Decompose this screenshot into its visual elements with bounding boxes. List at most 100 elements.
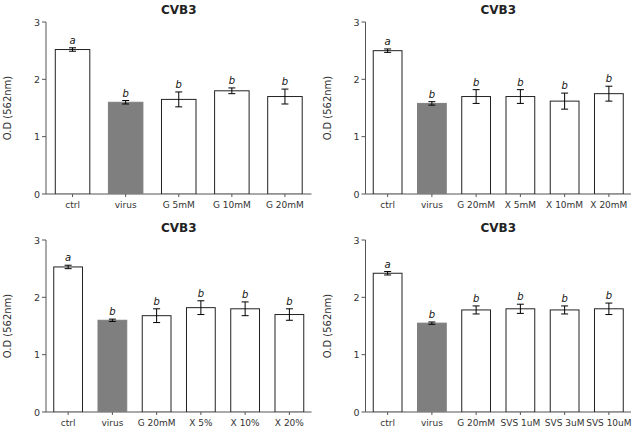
tick-label: SVS 3uM xyxy=(545,418,585,428)
tick-label: 0 xyxy=(353,189,359,200)
annotation: b xyxy=(473,77,479,88)
tick-label: X 5mM xyxy=(505,200,536,210)
bar xyxy=(231,309,260,412)
tick-label: X 20mM xyxy=(590,200,627,210)
tick xyxy=(72,194,73,197)
annotation: b xyxy=(606,73,612,84)
tick-label: 3 xyxy=(353,17,359,28)
x-axis xyxy=(366,412,632,413)
tick xyxy=(362,240,366,241)
subplot: CVB3O.D (562nm)0123actrlbvirusbG 5mMbG 1… xyxy=(2,3,312,210)
annotation: a xyxy=(65,252,71,263)
error-bar xyxy=(281,89,288,104)
tick xyxy=(362,136,366,137)
error-bar xyxy=(69,48,76,51)
annotation: b xyxy=(517,291,523,302)
tick-label: 0 xyxy=(34,407,40,418)
tick xyxy=(42,136,46,137)
tick-label: G 20mM xyxy=(266,200,304,210)
error-bar xyxy=(605,86,612,101)
tick xyxy=(608,412,609,415)
tick xyxy=(608,194,609,197)
bar xyxy=(506,309,535,412)
tick-label: SVS 1uM xyxy=(501,418,541,428)
annotation: b xyxy=(429,309,435,320)
tick xyxy=(431,194,432,197)
tick xyxy=(289,412,290,415)
error-bar xyxy=(605,303,612,314)
tick xyxy=(125,194,126,197)
title: CVB3 xyxy=(480,221,516,235)
tick-label: X 20% xyxy=(275,418,304,428)
error-bar xyxy=(153,309,160,323)
bar xyxy=(417,323,446,412)
tick xyxy=(42,412,46,413)
tick-label: G 20mM xyxy=(138,418,176,428)
annotation: a xyxy=(69,35,75,46)
bar xyxy=(98,320,127,412)
axis-label: O.D (562nm) xyxy=(322,76,333,141)
annotation: a xyxy=(385,36,391,47)
tick xyxy=(200,412,201,415)
title: CVB3 xyxy=(161,3,197,17)
tick-label: 2 xyxy=(34,74,40,85)
error-bar xyxy=(561,306,568,314)
annotation: b xyxy=(176,79,182,90)
tick-label: virus xyxy=(421,200,443,210)
tick xyxy=(564,412,565,415)
bar xyxy=(506,97,535,194)
error-bar xyxy=(197,301,204,315)
bar xyxy=(550,101,579,194)
tick xyxy=(362,79,366,80)
tick-label: virus xyxy=(101,418,123,428)
bar xyxy=(594,309,623,412)
tick xyxy=(156,412,157,415)
tick-label: X 10% xyxy=(231,418,260,428)
tick-label: ctrl xyxy=(61,418,76,428)
tick-label: 2 xyxy=(34,292,40,303)
tick xyxy=(42,194,46,195)
tick-label: 1 xyxy=(353,349,359,360)
tick-label: X 10mM xyxy=(546,200,583,210)
annotation: b xyxy=(122,88,128,99)
plot-area xyxy=(373,49,623,194)
axis-label: O.D (562nm) xyxy=(2,294,13,359)
error-bar xyxy=(473,306,480,314)
tick-label: 3 xyxy=(34,235,40,246)
error-bar xyxy=(517,90,524,104)
error-bar xyxy=(428,102,435,105)
figure: CVB3O.D (562nm)0123actrlbvirusbG 5mMbG 1… xyxy=(0,0,639,436)
error-bar xyxy=(428,322,435,324)
bar xyxy=(215,91,250,194)
tick xyxy=(42,297,46,298)
tick-label: virus xyxy=(115,200,137,210)
bar xyxy=(275,315,304,412)
tick-label: 1 xyxy=(353,131,359,142)
annotation: b xyxy=(606,290,612,301)
tick-label: ctrl xyxy=(380,200,395,210)
bar xyxy=(417,103,446,194)
annotation: b xyxy=(561,80,567,91)
plot-area xyxy=(54,265,304,412)
error-bar xyxy=(561,93,568,109)
bar xyxy=(54,267,83,412)
error-bar xyxy=(517,304,524,313)
tick xyxy=(362,354,366,355)
tick xyxy=(476,412,477,415)
annotation: b xyxy=(561,293,567,304)
y-axis xyxy=(365,22,366,194)
tick-label: 2 xyxy=(353,292,359,303)
tick-label: G 10mM xyxy=(213,200,251,210)
annotation: a xyxy=(385,259,391,270)
error-bar xyxy=(473,90,480,104)
annotation: b xyxy=(517,77,523,88)
y-axis xyxy=(46,240,47,412)
error-bar xyxy=(384,272,391,275)
bar xyxy=(186,308,215,412)
error-bar xyxy=(109,319,116,321)
subplot: CVB3O.D (562nm)0123actrlbvirusbG 20mMbX … xyxy=(2,221,312,428)
annotation: b xyxy=(242,289,248,300)
bar xyxy=(268,97,303,194)
annotation: b xyxy=(229,75,235,86)
error-bar xyxy=(122,101,129,104)
